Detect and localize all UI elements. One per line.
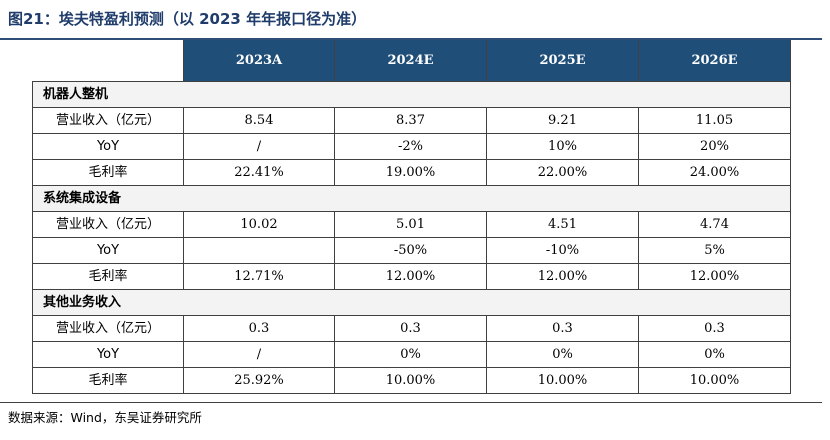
table-cell: 10.00% [638,367,791,394]
table-row: 毛利率 22.41% 19.00% 22.00% 24.00% [32,159,791,186]
section-title: 其他业务收入 [32,289,791,316]
figure-title: 图21：埃夫特盈利预测（以 2023 年年报口径为准） [8,10,367,28]
header-row: 2023A 2024E 2025E 2026E [32,40,791,82]
table-cell: 0.3 [486,315,639,342]
table-cell [183,237,335,264]
table-cell: 0.3 [334,315,487,342]
table-cell: 5% [638,237,791,264]
row-label: 毛利率 [32,367,184,394]
row-label: YoY [32,133,184,160]
table-cell: 4.51 [486,211,639,238]
table-row: YoY/0% 0% 0% [32,341,791,368]
table-row: 营业收入（亿元） 10.02 5.01 4.51 4.74 [32,211,791,238]
table-cell: 5.01 [334,211,487,238]
row-label: 毛利率 [32,263,184,290]
table-cell: 0% [334,341,487,368]
column-header: 2025E [486,40,639,82]
table-cell: 22.41% [183,159,335,186]
table-cell: 10.00% [486,367,639,394]
table-cell: 10.02 [183,211,335,238]
table-cell: 20% [638,133,791,160]
header-corner-cell [32,40,184,82]
column-header: 2024E [334,40,487,82]
table-cell: 12.00% [486,263,639,290]
table-cell: 10.00% [334,367,487,394]
table-cell: 12.71% [183,263,335,290]
table-row: 毛利率 12.71% 12.00% 12.00% 12.00% [32,263,791,290]
table-cell: 19.00% [334,159,487,186]
section-row: 机器人整机 [32,81,791,108]
table-cell: 25.92% [183,367,335,394]
table-cell: 8.54 [183,107,335,134]
section-title: 机器人整机 [32,81,791,108]
table-cell: -2% [334,133,487,160]
table-cell: 9.21 [486,107,639,134]
table-row: 营业收入（亿元） 0.3 0.3 0.3 0.3 [32,315,791,342]
table-cell: 0% [486,341,639,368]
table-cell: 0.3 [183,315,335,342]
earnings-forecast-table: 2023A 2024E 2025E 2026E 机器人整机 营业收入（亿元） 8.5… [32,40,791,394]
table-cell: 11.05 [638,107,791,134]
table-cell: 10% [486,133,639,160]
bottom-divider [0,402,822,403]
row-label: 毛利率 [32,159,184,186]
source-note: 数据来源：Wind，东吴证券研究所 [8,410,202,425]
table-body: 机器人整机 营业收入（亿元） 8.54 8.37 9.21 11.05 YoY / -2% 10%… [32,81,791,394]
table-row: YoY -50% -10% 5% [32,237,791,264]
table-cell: 12.00% [334,263,487,290]
section-row: 系统集成设备 [32,185,791,212]
table-cell: 24.00% [638,159,791,186]
column-header: 2023A [183,40,335,82]
table-cell: / [183,341,335,368]
section-title: 系统集成设备 [32,185,791,212]
row-label: 营业收入（亿元） [32,211,184,238]
table-row: YoY / -2% 10% 20% [32,133,791,160]
table-cell: 22.00% [486,159,639,186]
table-cell: -10% [486,237,639,264]
column-header: 2026E [638,40,791,82]
table-cell: 4.74 [638,211,791,238]
row-label: YoY [32,237,184,264]
table-cell: 12.00% [638,263,791,290]
row-label: 营业收入（亿元） [32,107,184,134]
section-row: 其他业务收入 [32,289,791,316]
table-row: 毛利率 25.92% 10.00% 10.00% 10.00% [32,367,791,394]
title-divider [0,38,822,40]
table-cell: 0.3 [638,315,791,342]
table-cell: 0% [638,341,791,368]
row-label: YoY [32,341,184,368]
table-cell: / [183,133,335,160]
table-cell: 8.37 [334,107,487,134]
table-row: 营业收入（亿元） 8.54 8.37 9.21 11.05 [32,107,791,134]
row-label: 营业收入（亿元） [32,315,184,342]
table-cell: -50% [334,237,487,264]
